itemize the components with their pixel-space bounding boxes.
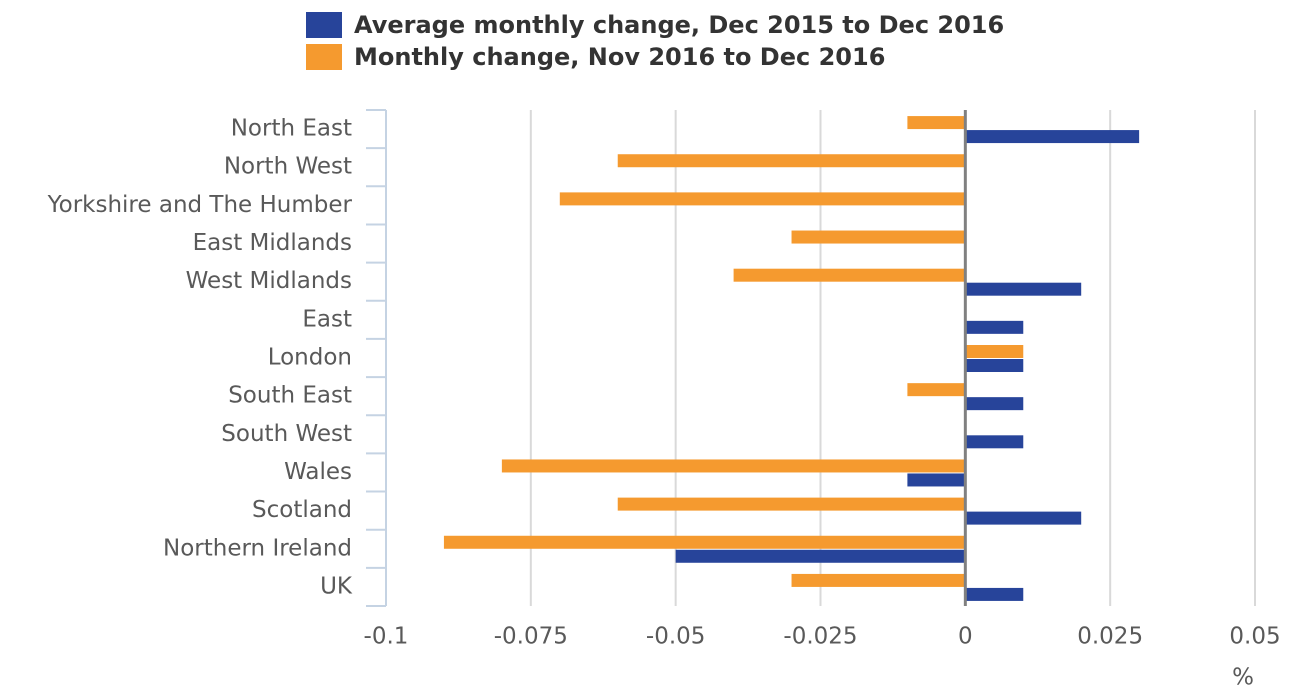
legend-label: Average monthly change, Dec 2015 to Dec …	[354, 11, 1004, 39]
bar	[965, 359, 1024, 372]
bar	[733, 268, 966, 282]
y-tick-label: UK	[320, 573, 353, 599]
bar	[675, 549, 966, 563]
y-tick-label: East	[302, 306, 352, 332]
y-tick-label: South East	[228, 383, 352, 409]
y-tick-label: East Midlands	[193, 230, 352, 256]
bar	[617, 154, 966, 168]
x-tick-label: -0.025	[783, 624, 857, 650]
bar	[791, 573, 966, 587]
x-tick-label: -0.075	[494, 624, 568, 650]
x-tick-label: 0.025	[1077, 624, 1143, 650]
x-axis-label: %	[1232, 665, 1254, 688]
y-tick-label: Northern Ireland	[163, 535, 352, 561]
y-tick-label: South West	[221, 421, 352, 447]
x-tick-label: -0.1	[364, 624, 409, 650]
y-tick-label: North East	[231, 116, 352, 142]
bar	[965, 511, 1082, 525]
legend-label: Monthly change, Nov 2016 to Dec 2016	[354, 43, 885, 71]
y-tick-label: West Midlands	[186, 268, 352, 294]
legend-swatch	[306, 12, 342, 38]
bar	[965, 397, 1024, 411]
y-tick-label: London	[268, 345, 352, 371]
bar	[791, 230, 966, 244]
bar	[965, 320, 1024, 334]
x-tick-label: -0.05	[646, 624, 706, 650]
bar	[443, 535, 966, 549]
bar	[965, 435, 1024, 449]
bar	[965, 345, 1024, 358]
bar	[965, 282, 1082, 296]
y-tick-label: North West	[224, 154, 352, 180]
bar	[907, 473, 966, 487]
bar	[965, 587, 1024, 601]
bar	[907, 383, 966, 397]
legend-swatch	[306, 44, 342, 70]
bar	[617, 497, 966, 511]
x-tick-label: 0.05	[1229, 624, 1280, 650]
bar	[559, 192, 966, 206]
x-tick-label: 0	[958, 624, 973, 650]
bar	[501, 459, 966, 473]
bar	[965, 130, 1140, 144]
y-tick-label: Scotland	[252, 497, 352, 523]
y-tick-label: Wales	[284, 459, 352, 485]
bar	[907, 116, 966, 130]
y-tick-label: Yorkshire and The Humber	[47, 192, 353, 218]
